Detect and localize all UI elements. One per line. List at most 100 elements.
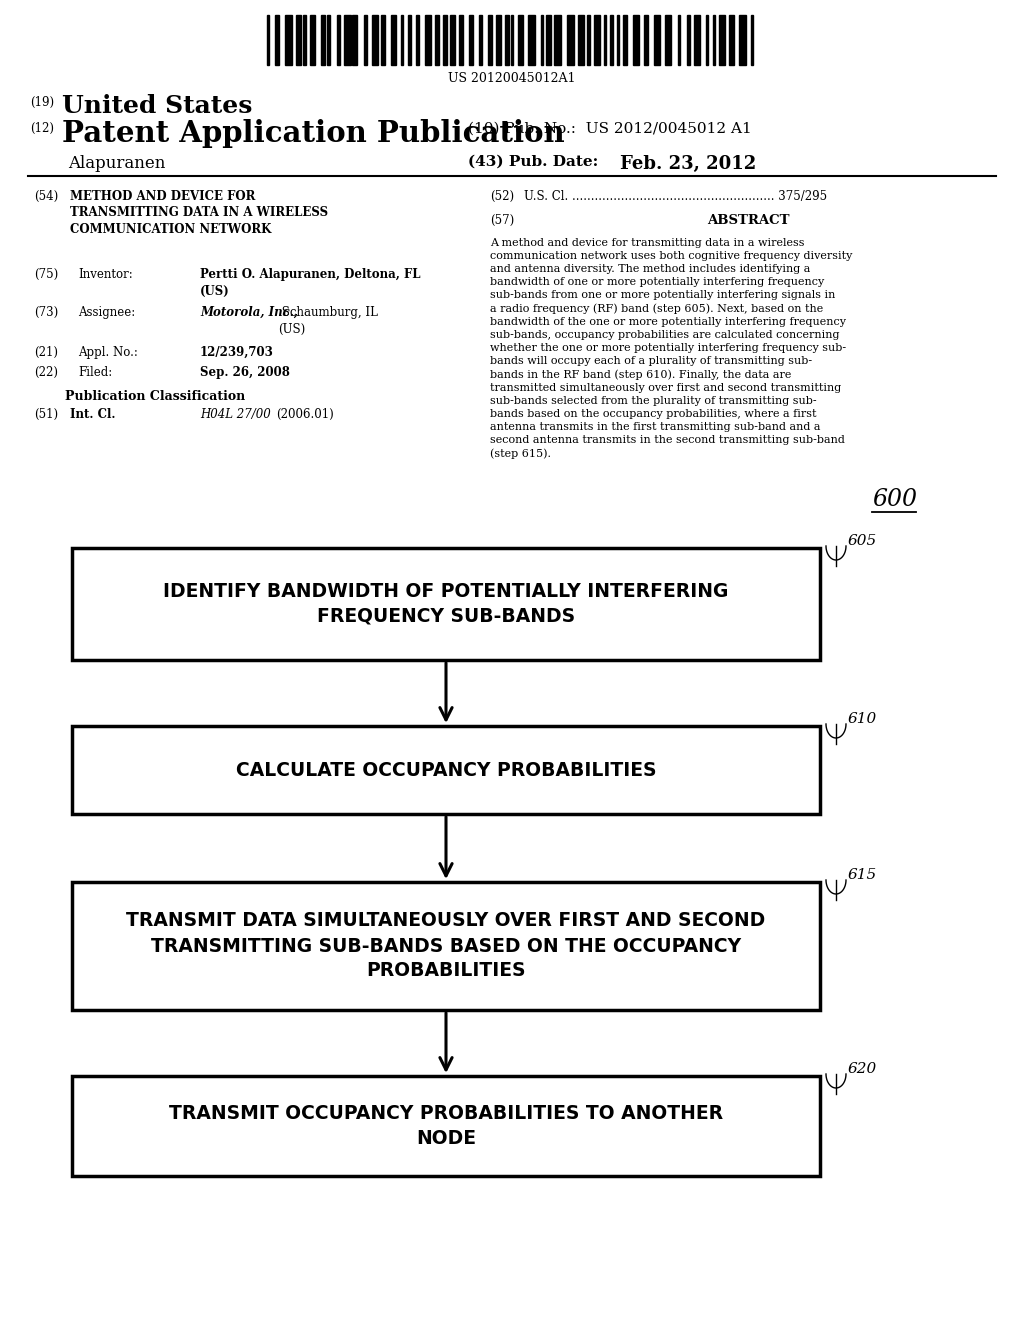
Bar: [653, 15, 660, 65]
Text: A method and device for transmitting data in a wireless
communication network us: A method and device for transmitting dat…: [490, 238, 852, 459]
Text: 615: 615: [848, 869, 878, 882]
Bar: [505, 15, 509, 65]
Bar: [528, 15, 536, 65]
Bar: [511, 15, 513, 65]
Text: (19): (19): [30, 96, 54, 110]
Bar: [610, 15, 613, 65]
Text: TRANSMIT OCCUPANCY PROBABILITIES TO ANOTHER
NODE: TRANSMIT OCCUPANCY PROBABILITIES TO ANOT…: [169, 1104, 723, 1148]
Text: TRANSMIT DATA SIMULTANEOUSLY OVER FIRST AND SECOND
TRANSMITTING SUB-BANDS BASED : TRANSMIT DATA SIMULTANEOUSLY OVER FIRST …: [126, 912, 766, 981]
Text: 610: 610: [848, 711, 878, 726]
Text: (22): (22): [34, 366, 58, 379]
Bar: [666, 15, 672, 65]
Bar: [459, 15, 463, 65]
Text: (73): (73): [34, 306, 58, 319]
Bar: [72, 548, 820, 660]
Text: Assignee:: Assignee:: [78, 306, 135, 319]
Text: US 20120045012A1: US 20120045012A1: [449, 73, 575, 84]
Bar: [686, 15, 690, 65]
Text: 600: 600: [872, 488, 918, 511]
Bar: [434, 15, 439, 65]
Bar: [554, 15, 560, 65]
Bar: [541, 15, 543, 65]
Bar: [296, 15, 301, 65]
Bar: [275, 15, 279, 65]
Bar: [678, 15, 680, 65]
Bar: [487, 15, 492, 65]
Bar: [594, 15, 600, 65]
Text: Inventor:: Inventor:: [78, 268, 133, 281]
Bar: [714, 15, 715, 65]
Bar: [72, 726, 820, 814]
Bar: [451, 15, 456, 65]
Bar: [624, 15, 628, 65]
Text: United States: United States: [62, 94, 252, 117]
Bar: [328, 15, 331, 65]
Bar: [72, 1076, 820, 1176]
Bar: [578, 15, 584, 65]
Bar: [616, 15, 620, 65]
Bar: [322, 15, 326, 65]
Bar: [72, 882, 820, 1010]
Text: IDENTIFY BANDWIDTH OF POTENTIALLY INTERFERING
FREQUENCY SUB-BANDS: IDENTIFY BANDWIDTH OF POTENTIALLY INTERF…: [163, 582, 729, 626]
Bar: [719, 15, 725, 65]
Text: (10) Pub. No.:  US 2012/0045012 A1: (10) Pub. No.: US 2012/0045012 A1: [468, 121, 752, 136]
Bar: [391, 15, 396, 65]
Bar: [752, 15, 753, 65]
Bar: [310, 15, 315, 65]
Bar: [518, 15, 523, 65]
Bar: [729, 15, 734, 65]
Bar: [469, 15, 473, 65]
Text: (12): (12): [30, 121, 54, 135]
Text: Sep. 26, 2008: Sep. 26, 2008: [200, 366, 290, 379]
Bar: [416, 15, 419, 65]
Text: Publication Classification: Publication Classification: [65, 389, 245, 403]
Bar: [442, 15, 446, 65]
Bar: [267, 15, 269, 65]
Bar: [344, 15, 350, 65]
Text: Int. Cl.: Int. Cl.: [70, 408, 116, 421]
Bar: [303, 15, 306, 65]
Bar: [706, 15, 708, 65]
Bar: [496, 15, 501, 65]
Bar: [400, 15, 403, 65]
Text: Alapuranen: Alapuranen: [68, 154, 165, 172]
Bar: [644, 15, 648, 65]
Text: (51): (51): [34, 408, 58, 421]
Bar: [285, 15, 292, 65]
Text: (57): (57): [490, 214, 514, 227]
Bar: [337, 15, 340, 65]
Text: (54): (54): [34, 190, 58, 203]
Text: 12/239,703: 12/239,703: [200, 346, 273, 359]
Text: H04L 27/00: H04L 27/00: [200, 408, 270, 421]
Bar: [739, 15, 745, 65]
Text: Filed:: Filed:: [78, 366, 113, 379]
Bar: [479, 15, 482, 65]
Text: Feb. 23, 2012: Feb. 23, 2012: [620, 154, 757, 173]
Bar: [408, 15, 412, 65]
Text: (52): (52): [490, 190, 514, 203]
Text: Pertti O. Alapuranen, Deltona, FL
(US): Pertti O. Alapuranen, Deltona, FL (US): [200, 268, 421, 297]
Bar: [694, 15, 700, 65]
Bar: [365, 15, 368, 65]
Bar: [587, 15, 590, 65]
Text: Motorola, Inc.,: Motorola, Inc.,: [200, 306, 298, 319]
Bar: [425, 15, 431, 65]
Bar: [546, 15, 551, 65]
Text: 605: 605: [848, 535, 878, 548]
Text: Patent Application Publication: Patent Application Publication: [62, 119, 564, 148]
Text: 620: 620: [848, 1063, 878, 1076]
Bar: [372, 15, 379, 65]
Bar: [381, 15, 385, 65]
Text: CALCULATE OCCUPANCY PROBABILITIES: CALCULATE OCCUPANCY PROBABILITIES: [236, 760, 656, 780]
Text: (75): (75): [34, 268, 58, 281]
Text: (21): (21): [34, 346, 58, 359]
Text: ABSTRACT: ABSTRACT: [707, 214, 790, 227]
Bar: [633, 15, 639, 65]
Text: (43) Pub. Date:: (43) Pub. Date:: [468, 154, 598, 169]
Bar: [567, 15, 573, 65]
Text: (2006.01): (2006.01): [276, 408, 334, 421]
Text: METHOD AND DEVICE FOR
TRANSMITTING DATA IN A WIRELESS
COMMUNICATION NETWORK: METHOD AND DEVICE FOR TRANSMITTING DATA …: [70, 190, 328, 236]
Text: Schaumburg, IL
(US): Schaumburg, IL (US): [278, 306, 378, 335]
Text: U.S. Cl. ...................................................... 375/295: U.S. Cl. ...............................…: [524, 190, 827, 203]
Text: Appl. No.:: Appl. No.:: [78, 346, 138, 359]
